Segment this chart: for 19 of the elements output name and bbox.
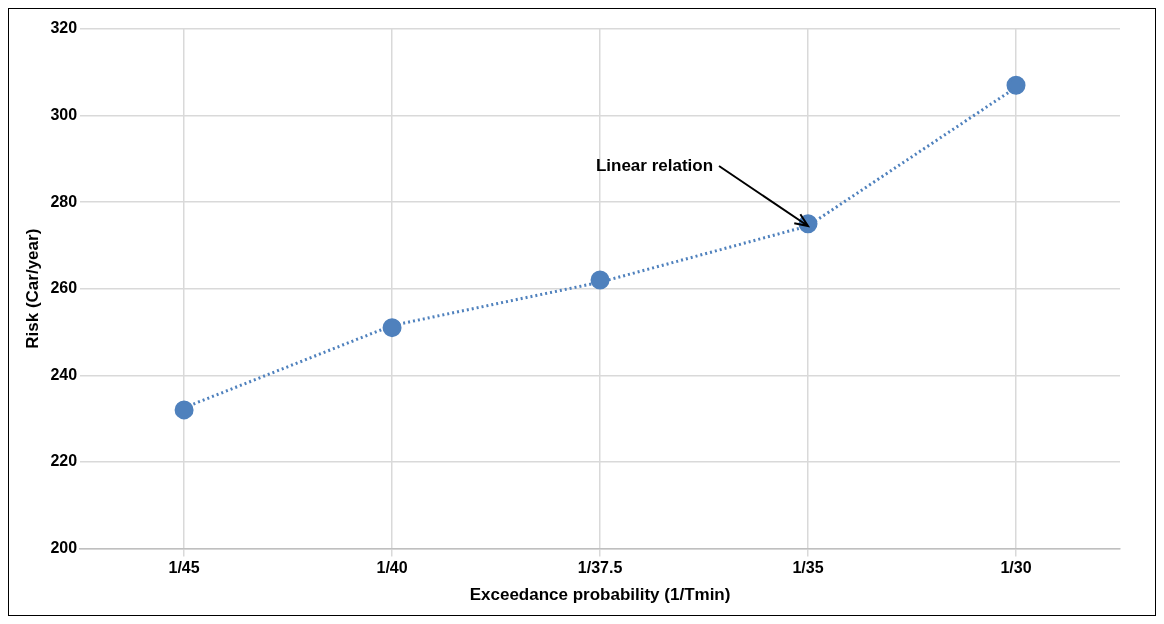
annotation: Linear relation	[595, 155, 714, 175]
point	[174, 400, 194, 420]
point	[382, 318, 402, 338]
x-tick-label: 1/30	[1000, 559, 1032, 577]
x-axis-title: Exceedance probability (1/Tmin)	[469, 585, 731, 605]
point	[1006, 75, 1026, 95]
y-tick-label: 320	[50, 19, 78, 37]
y-axis-title: Risk (Car/year)	[22, 228, 42, 349]
y-tick-label: 280	[50, 192, 78, 210]
y-tick-label: 200	[50, 538, 78, 556]
y-tick-label: 220	[50, 452, 78, 470]
x-tick-label: 1/37.5	[577, 559, 623, 577]
y-tick-label: 240	[50, 365, 78, 383]
point	[590, 270, 610, 290]
x-tick-label: 1/45	[168, 559, 200, 577]
x-tick-label: 1/40	[376, 559, 408, 577]
x-tick-label: 1/35	[792, 559, 824, 577]
y-tick-label: 300	[50, 105, 78, 123]
y-tick-label: 260	[50, 279, 78, 297]
